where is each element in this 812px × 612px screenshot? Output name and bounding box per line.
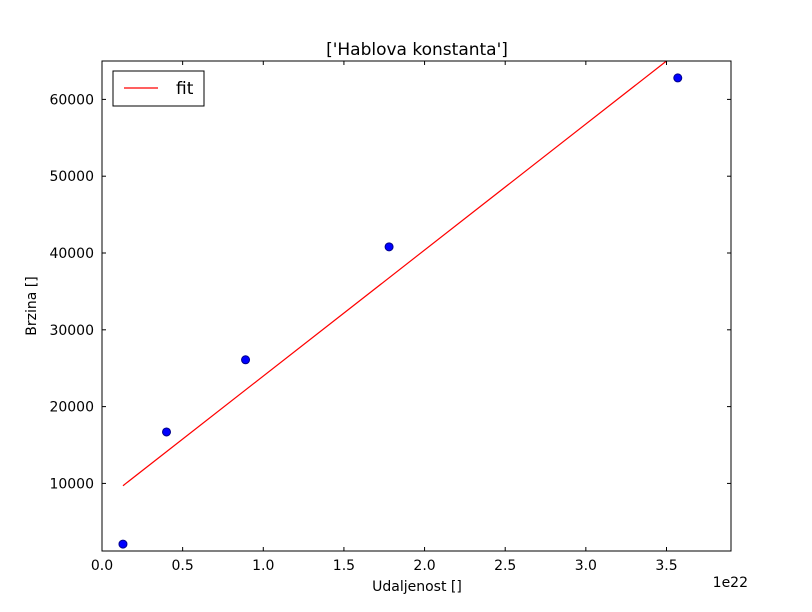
- x-tick-label: 1.5: [333, 558, 355, 574]
- x-tick-label: 2.0: [413, 558, 435, 574]
- x-tick-label: 3.5: [655, 558, 677, 574]
- y-axis-label: Brzina []: [24, 276, 40, 335]
- chart-title: ['Hablova konstanta']: [326, 40, 508, 60]
- y-tick-label: 60000: [49, 92, 94, 108]
- x-tick-label: 3.0: [575, 558, 597, 574]
- data-point: [241, 355, 251, 365]
- fit-line: [122, 60, 667, 487]
- x-tick-label: 0.5: [172, 558, 194, 574]
- data-point: [118, 539, 128, 549]
- data-point: [162, 427, 172, 437]
- y-tick-label: 20000: [49, 400, 94, 416]
- legend: fit: [112, 70, 205, 107]
- plot-layer: [118, 60, 683, 549]
- y-tick-label: 10000: [49, 476, 94, 492]
- ticks-layer: 0.0 0.5 1.0 1.5 2.0 2.5 3.0 3.5 10000 20000 30000 4…: [49, 61, 731, 574]
- data-point: [673, 73, 683, 83]
- x-tick-label: 2.5: [494, 558, 516, 574]
- axes-frame: [101, 60, 732, 552]
- legend-entry-fit: fit: [176, 79, 194, 99]
- y-tick-label: 30000: [49, 323, 94, 339]
- y-tick-label: 50000: [49, 169, 94, 185]
- y-tick-label: 40000: [49, 246, 94, 262]
- x-axis-label: Udaljenost []: [372, 579, 462, 595]
- data-point: [384, 242, 394, 252]
- x-axis-offset-label: 1e22: [713, 575, 748, 591]
- x-tick-label: 1.0: [252, 558, 274, 574]
- x-tick-label: 0.0: [91, 558, 113, 574]
